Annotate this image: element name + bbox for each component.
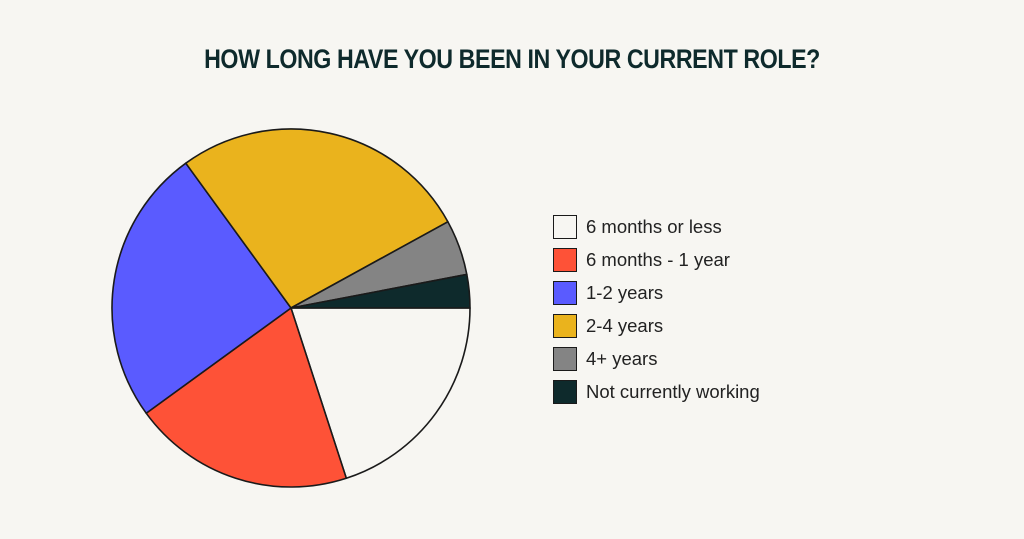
legend-swatch xyxy=(553,379,577,404)
legend-item: 1-2 years xyxy=(553,276,760,309)
legend-item: 2-4 years xyxy=(553,309,760,342)
slice-2-4-years xyxy=(184,128,449,309)
legend: 6 months or less 6 months - 1 year 1-2 y… xyxy=(553,210,760,408)
legend-item: 4+ years xyxy=(553,342,760,375)
legend-label: 2-4 years xyxy=(586,314,664,336)
slice-6-months-or-less xyxy=(290,307,471,480)
legend-swatch xyxy=(553,214,577,239)
slice-6-months-1-year xyxy=(145,307,348,488)
slice-not-currently-working xyxy=(290,273,471,309)
legend-label: Not currently working xyxy=(586,380,760,402)
legend-swatch xyxy=(553,280,577,305)
chart-title: HOW LONG HAVE YOU BEEN IN YOUR CURRENT R… xyxy=(204,44,820,74)
legend-label: 6 months - 1 year xyxy=(586,248,730,270)
legend-item: 6 months - 1 year xyxy=(553,243,760,276)
slice-1-2-years xyxy=(111,162,292,415)
legend-swatch xyxy=(553,313,577,338)
legend-label: 6 months or less xyxy=(586,215,722,237)
legend-label: 1-2 years xyxy=(586,281,664,303)
legend-item: 6 months or less xyxy=(553,210,760,243)
legend-label: 4+ years xyxy=(586,347,658,369)
legend-swatch xyxy=(553,247,577,272)
legend-item: Not currently working xyxy=(553,375,760,408)
legend-swatch xyxy=(553,346,577,371)
